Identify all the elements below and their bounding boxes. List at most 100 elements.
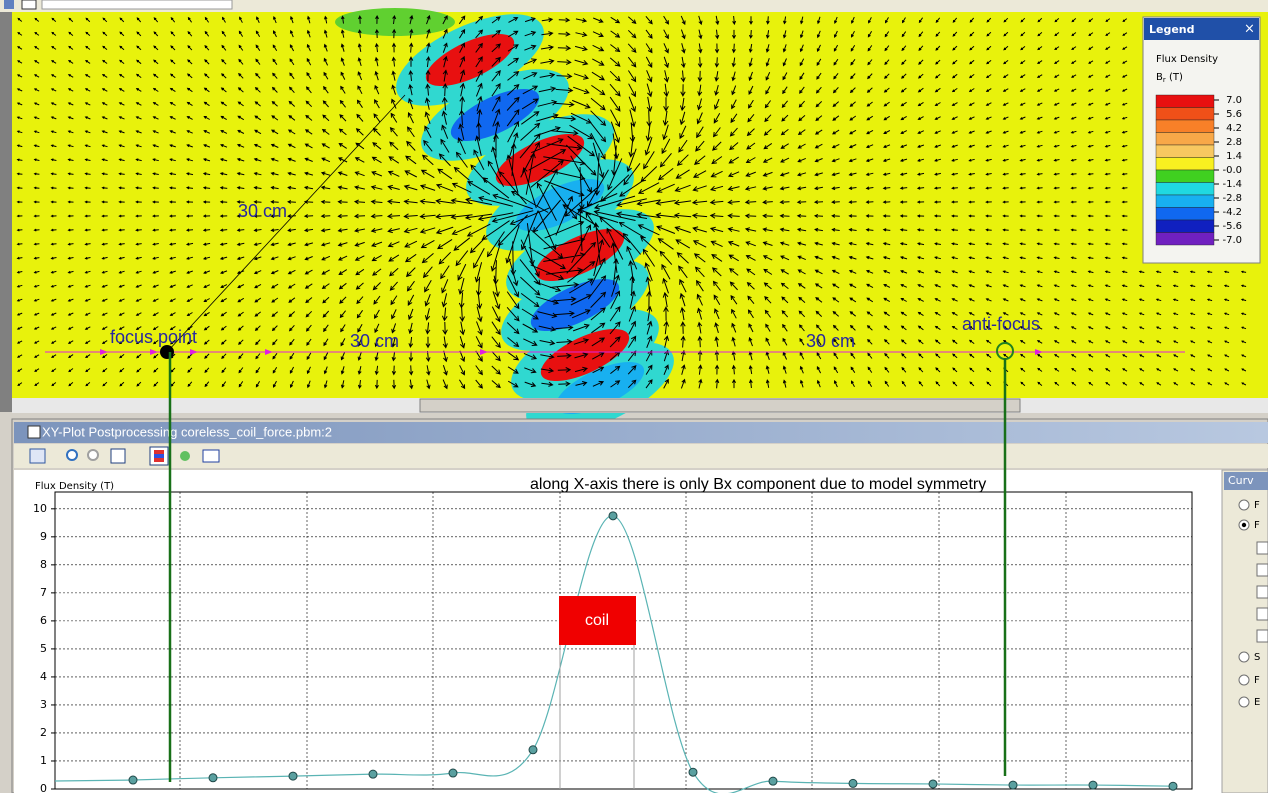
axis-arrow [480,349,488,355]
y-tick-label: 8 [40,558,47,571]
legend-tick-label: -0.0 [1222,165,1242,176]
field-halo [335,8,455,36]
legend-header [1144,18,1259,40]
axis-arrow [100,349,108,355]
field-view: 30 cm 30 cm 30 cm focus point anti-focus… [12,8,1268,434]
legend-band [1155,157,1215,171]
data-line [54,515,1174,793]
legend-tick-label: 2.8 [1226,137,1242,148]
legend-band [1155,144,1215,158]
distance-line [166,94,406,353]
legend-tick-label: 4.2 [1226,123,1242,134]
y-tick-label: 10 [33,502,47,515]
zoom-out[interactable] [87,449,99,461]
legend-band [1155,232,1215,246]
legend-band [1155,182,1215,196]
data-point [128,775,138,785]
y-tick-label: 2 [40,726,47,739]
radio-button[interactable] [1238,499,1250,511]
legend: Legend × Flux Density Br (T) 7.0 5.6 4.2 2.… [1142,16,1261,264]
legend-tick-label: 1.4 [1226,151,1242,162]
data-point [288,771,298,781]
data-point [768,776,778,786]
legend-band [1155,207,1215,221]
legend-band [1155,169,1215,183]
left-edge [0,12,12,412]
toolbar-icon[interactable] [21,0,37,10]
legend-unit-text: (T) [1166,72,1183,83]
toolbar-combo[interactable] [41,0,233,10]
field-blob [530,278,620,332]
toolbar-button[interactable] [29,448,46,464]
legend-tick-label: -5.6 [1222,221,1242,232]
toolbar-button[interactable] [180,451,190,461]
chart-annotation: along X-axis there is only Bx component … [530,476,986,493]
checkbox[interactable] [1256,563,1268,577]
table-button[interactable] [202,449,220,463]
radio-label: F [1254,500,1260,511]
data-point [368,769,378,779]
radio-button[interactable] [1238,651,1250,663]
radio-label: F [1254,675,1260,686]
radio-label: F [1254,520,1260,531]
zoom-fit[interactable] [110,448,126,464]
checkbox[interactable] [1256,585,1268,599]
window-icon [27,425,41,439]
toolbar-icon[interactable] [4,0,14,9]
annotation: 30 cm [238,201,287,221]
checkbox[interactable] [1256,541,1268,555]
y-tick-label: 9 [40,530,47,543]
legend-band [1155,94,1215,108]
legend-band [1155,119,1215,133]
data-point [1008,780,1018,790]
field-blob [450,88,540,142]
legend-band [1155,219,1215,233]
plot-frame [54,491,1193,790]
coil-label: coil [585,612,609,629]
field-blob [515,178,605,232]
axis-arrow [190,349,198,355]
legend-band [1155,107,1215,121]
scrollbar-thumb[interactable] [419,398,1021,413]
y-tick-label: 3 [40,698,47,711]
side-panel-header [1224,472,1268,490]
data-point [608,511,618,521]
radio-button[interactable] [1238,696,1250,708]
legend-tick-label: 7.0 [1226,95,1242,106]
data-point [848,778,858,788]
axis-arrow [150,349,158,355]
axis-arrow [265,349,273,355]
coil-box [559,596,636,645]
radio-button[interactable] [1238,674,1250,686]
checkbox[interactable] [1256,629,1268,643]
legend-band [1155,194,1215,208]
checkbox[interactable] [1256,607,1268,621]
y-tick-label: 4 [40,670,47,683]
window-title-bar [14,422,1268,443]
y-axis-label: Flux Density (T) [35,481,114,492]
axis-arrow [1035,349,1043,355]
legend-tick-label: -2.8 [1222,193,1242,204]
zoom-in[interactable] [66,449,78,461]
colors-icon [154,454,164,458]
annotation: focus point [110,327,197,347]
legend-symbol: B [1156,72,1163,83]
radio-label: S [1254,652,1260,663]
legend-colorbar: 7.0 5.6 4.2 2.8 1.4 -0.0 -1.4 -2.8 -4.2 -5.6 -7.0 [1155,94,1242,246]
y-tick-label: 6 [40,614,47,627]
plot-toolbar [14,444,1268,468]
legend-tick-label: 5.6 [1226,109,1242,120]
field-blob [425,33,515,87]
legend-close[interactable]: × [1244,22,1255,37]
legend-symbol-sub: r [1163,76,1166,84]
legend-quantity: Flux Density [1156,54,1218,65]
radio-dot [1241,522,1247,528]
y-tick-label: 0 [40,782,47,793]
legend-tick-label: -1.4 [1222,179,1242,190]
overlay [168,352,1007,782]
axis-arrows [100,349,1043,355]
annotation: 30 cm [350,331,399,351]
data-point [448,768,458,778]
